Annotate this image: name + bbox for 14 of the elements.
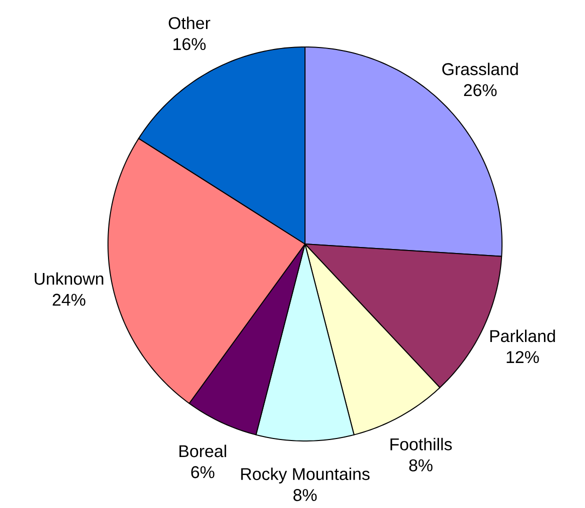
slice-label: Parkland [490, 330, 555, 342]
data-label: 26% [464, 84, 497, 96]
slice-label: Rocky Mountains [241, 468, 370, 484]
data-label: 8% [409, 459, 432, 472]
slice-label: Boreal [179, 444, 226, 458]
data-label: 8% [293, 489, 317, 502]
data-label: 16% [174, 38, 206, 50]
slice-label: Foothills [390, 438, 452, 450]
slice-label: Other [168, 16, 210, 30]
slice-label: Unknown [34, 272, 104, 285]
data-label: 24% [52, 294, 86, 306]
slice-label: Grassland [442, 62, 518, 76]
data-label: 6% [191, 466, 214, 478]
data-label: 12% [506, 351, 539, 364]
